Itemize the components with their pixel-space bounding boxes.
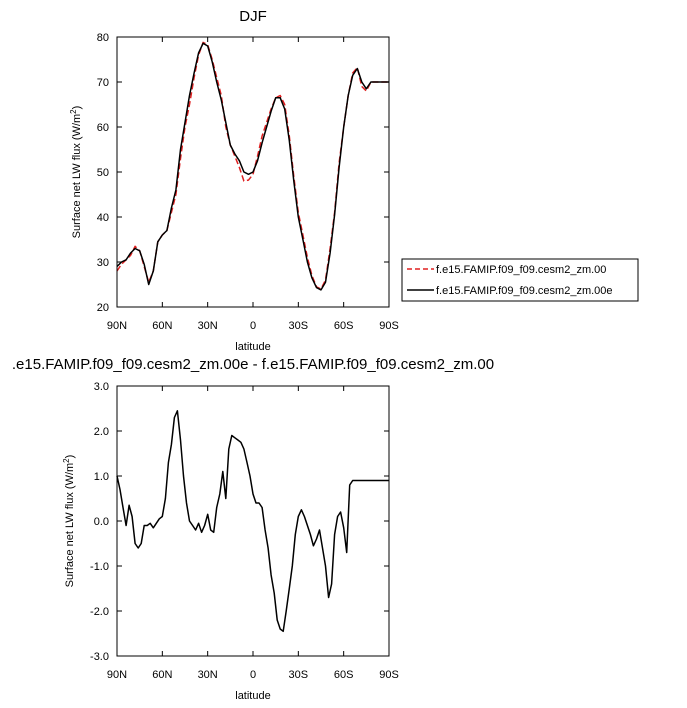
top-xtick-label: 30S [289,320,309,332]
bottom-ytick-label: 3.0 [94,381,109,393]
top-ytick-label: 20 [97,302,109,314]
bottom-ytick-label: 1.0 [94,471,109,483]
bottom-chart-title: .e15.FAMIP.f09_f09.cesm2_zm.00e - f.e15.… [12,356,494,373]
bottom-ytick-label: -1.0 [90,561,109,573]
top-ytick-label: 50 [97,167,109,179]
bottom-ytick-label: 2.0 [94,426,109,438]
bottom-xtick-label: 30S [289,669,309,681]
bottom-y-axis-ticks: -3.0 -2.0 -1.0 0.0 1.0 2.0 3.0 [90,381,389,663]
top-xtick-label: 90N [107,320,127,332]
top-ytick-label: 40 [97,212,109,224]
legend-label-series-1: f.e15.FAMIP.f09_f09.cesm2_zm.00 [436,264,606,276]
bottom-xtick-label: 90S [379,669,399,681]
top-xtick-label: 30N [198,320,218,332]
top-series-line-2 [116,42,389,291]
top-series-line-1 [116,41,389,290]
bottom-panel: .e15.FAMIP.f09_f09.cesm2_zm.00e - f.e15.… [12,356,494,702]
legend-box [401,258,639,302]
bottom-x-axis-title: latitude [235,690,270,702]
bottom-x-axis-ticks: 90N 60N 30N 0 30S 60S 90S [107,386,399,681]
top-y-axis-ticks: 20 30 40 50 60 70 80 [97,32,389,314]
top-ytick-label: 30 [97,257,109,269]
top-x-axis-ticks: 90N 60N 30N 0 30S 60S 90S [107,37,399,332]
bottom-xtick-label: 0 [250,669,256,681]
top-xtick-label: 60N [152,320,172,332]
bottom-xtick-label: 30N [198,669,218,681]
top-xtick-label: 60S [334,320,354,332]
top-plot-lines [116,41,389,291]
bottom-plot-lines [116,410,389,633]
bottom-ytick-label: 0.0 [94,516,109,528]
top-ytick-label: 70 [97,77,109,89]
legend-label-series-2: f.e15.FAMIP.f09_f09.cesm2_zm.00e [436,285,613,297]
top-ytick-label: 60 [97,122,109,134]
bottom-xtick-label: 60S [334,669,354,681]
bottom-xtick-label: 60N [152,669,172,681]
top-y-axis-title: Surface net LW flux (W/m2) [69,106,83,239]
bottom-ytick-label: -3.0 [90,651,109,663]
top-chart-title: DJF [239,8,267,25]
bottom-y-axis-title: Surface net LW flux (W/m2) [62,455,76,588]
bottom-ytick-label: -2.0 [90,606,109,618]
top-xtick-label: 0 [250,320,256,332]
top-panel: DJF 20 30 40 50 60 70 80 90N 60N 30N 0 30S 60S 90S l… [69,8,639,353]
legend: f.e15.FAMIP.f09_f09.cesm2_zm.00 f.e15.FA… [401,258,639,302]
top-ytick-label: 80 [97,32,109,44]
top-x-axis-title: latitude [235,341,270,353]
bottom-series-line-1 [116,410,389,633]
bottom-xtick-label: 90N [107,669,127,681]
top-xtick-label: 90S [379,320,399,332]
